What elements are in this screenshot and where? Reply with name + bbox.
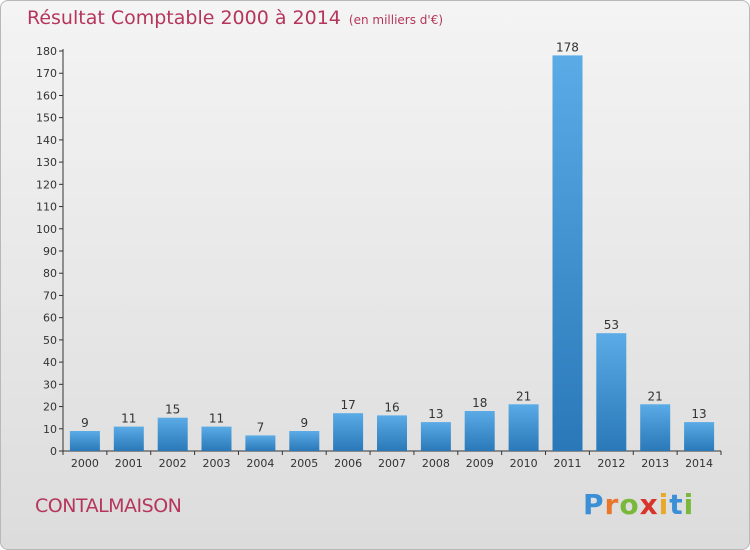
logo-letter: t	[669, 488, 684, 521]
bar-value-label: 15	[165, 403, 180, 417]
x-tick-label: 2009	[466, 457, 494, 470]
y-tick-label: 150	[36, 112, 57, 125]
logo-letter: i	[683, 488, 695, 521]
y-tick-label: 40	[43, 356, 57, 369]
bar-value-label: 18	[472, 396, 487, 410]
y-tick-label: 100	[36, 223, 57, 236]
x-tick-label: 2007	[378, 457, 406, 470]
x-tick-label: 2012	[597, 457, 625, 470]
bar-value-label: 21	[648, 389, 663, 403]
y-tick-label: 120	[36, 178, 57, 191]
bar	[464, 411, 495, 451]
logo-letter: r	[604, 488, 620, 521]
bar-value-label: 9	[300, 416, 308, 430]
logo-letter: P	[583, 488, 605, 521]
logo-letter: i	[658, 488, 670, 521]
bar	[377, 415, 407, 451]
bar	[289, 431, 320, 451]
x-tick-label: 2010	[510, 457, 538, 470]
x-tick-label: 2013	[641, 457, 669, 470]
bar-value-label: 7	[257, 420, 265, 434]
bar-value-label: 11	[209, 412, 224, 426]
bar-value-label: 11	[121, 412, 136, 426]
x-tick-label: 2014	[685, 457, 713, 470]
chart-title: Résultat Comptable 2000 à 2014 (en millie…	[27, 7, 443, 29]
bar	[596, 333, 627, 451]
bar-value-label: 17	[340, 398, 355, 412]
y-tick-label: 90	[43, 245, 57, 258]
y-tick-label: 0	[50, 445, 57, 458]
y-tick-label: 20	[43, 401, 57, 414]
y-tick-label: 170	[36, 67, 57, 80]
y-tick-label: 160	[36, 89, 57, 102]
bar	[157, 417, 188, 451]
bar-value-label: 53	[604, 318, 619, 332]
bar	[333, 413, 364, 451]
chart-subtitle: (en milliers d'€)	[348, 13, 444, 27]
bar	[684, 422, 715, 451]
x-tick-label: 2004	[246, 457, 274, 470]
x-tick-label: 2002	[159, 457, 187, 470]
y-tick-label: 70	[43, 289, 57, 302]
bar	[552, 55, 583, 452]
y-tick-label: 180	[36, 45, 57, 58]
bar	[113, 426, 144, 451]
x-tick-label: 2003	[203, 457, 231, 470]
bar-value-label: 9	[81, 416, 89, 430]
bar-value-label: 13	[691, 407, 706, 421]
y-tick-label: 30	[43, 378, 57, 391]
x-tick-label: 2011	[553, 457, 581, 470]
bar	[69, 431, 100, 451]
y-tick-label: 110	[36, 201, 57, 214]
chart-title-text: Résultat Comptable 2000 à 2014	[27, 7, 341, 29]
bar-value-label: 178	[556, 40, 579, 54]
x-tick-label: 2008	[422, 457, 450, 470]
bar-value-label: 16	[384, 400, 399, 414]
bar-value-label: 13	[428, 407, 443, 421]
logo-letter: x	[639, 488, 659, 521]
y-tick-label: 60	[43, 312, 57, 325]
bar	[245, 435, 276, 451]
bar	[420, 422, 451, 451]
logo-letter: o	[619, 488, 640, 521]
bar	[201, 426, 232, 451]
y-tick-label: 140	[36, 134, 57, 147]
x-tick-label: 2000	[71, 457, 99, 470]
proxiti-logo: Proxiti	[583, 488, 694, 521]
x-tick-label: 2001	[115, 457, 143, 470]
bar-value-label: 21	[516, 389, 531, 403]
place-name: CONTALMAISON	[35, 495, 182, 517]
bars: 9 11 15 11 7 9 17 16 13 18 21 178 53 21 13	[69, 40, 715, 452]
x-tick-label: 2005	[290, 457, 318, 470]
y-tick-label: 130	[36, 156, 57, 169]
bar	[508, 404, 539, 451]
y-tick-label: 80	[43, 267, 57, 280]
y-tick-label: 10	[43, 423, 57, 436]
y-tick-label: 50	[43, 334, 57, 347]
bar	[640, 404, 671, 451]
x-tick-label: 2006	[334, 457, 362, 470]
